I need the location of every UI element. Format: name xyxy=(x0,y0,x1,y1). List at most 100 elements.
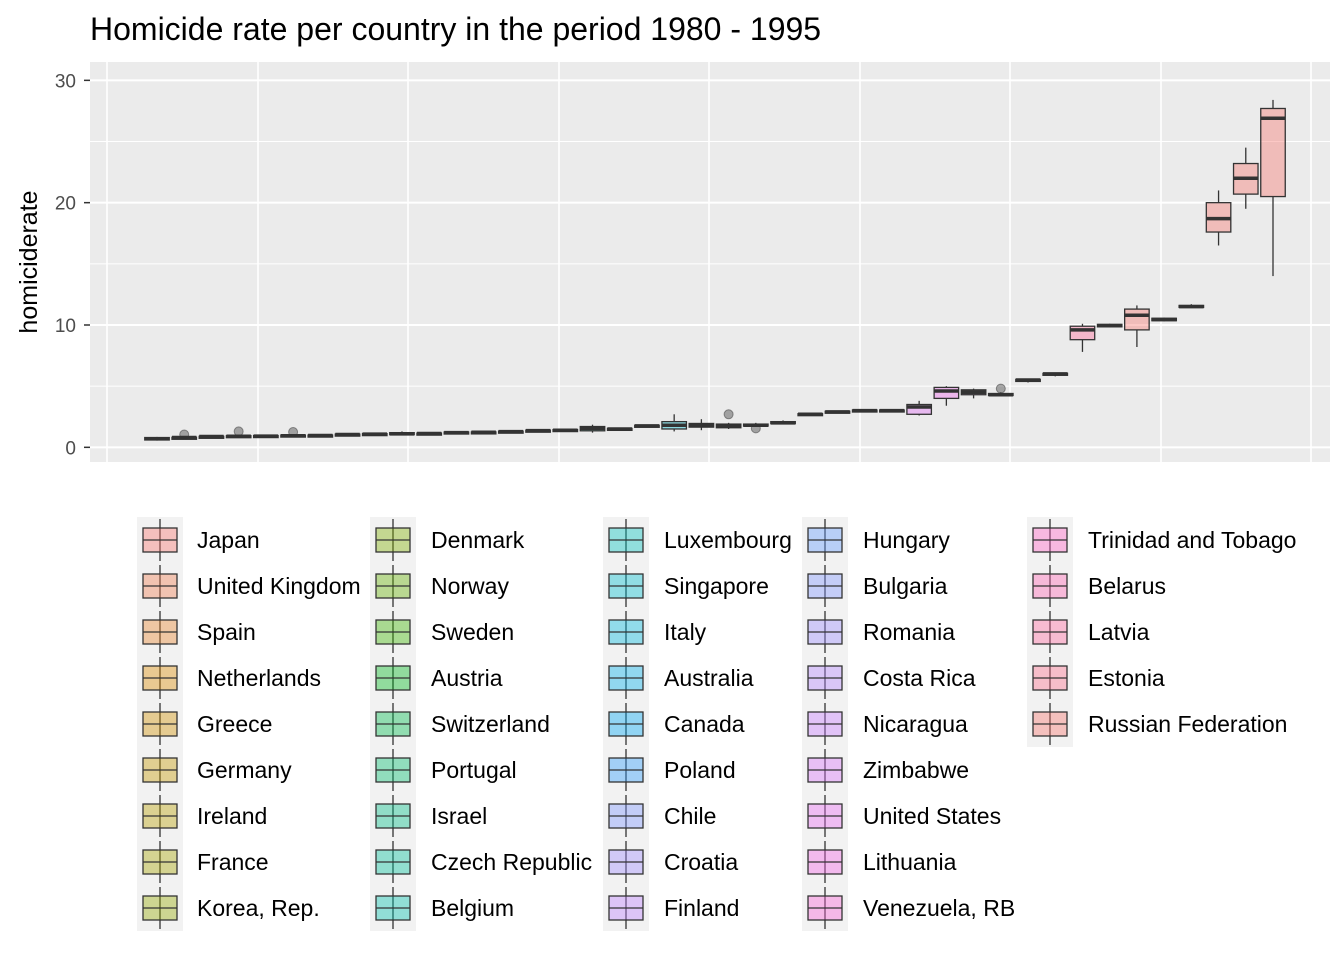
box-outlier xyxy=(288,427,299,438)
legend-label: Israel xyxy=(431,803,487,829)
box-outlier xyxy=(179,429,190,440)
legend-item: Austria xyxy=(370,655,503,701)
legend-label: Belarus xyxy=(1088,573,1166,599)
box-luxembourg xyxy=(634,424,660,428)
legend-label: Ireland xyxy=(197,803,267,829)
legend-item: United States xyxy=(802,793,1001,839)
box-france xyxy=(334,432,361,437)
box-norway xyxy=(416,431,443,436)
y-tick-label: 10 xyxy=(55,316,76,337)
box-russian-federation xyxy=(1232,147,1259,209)
legend-label: Czech Republic xyxy=(431,849,592,875)
legend-label: Zimbabwe xyxy=(863,757,969,783)
box-chile xyxy=(797,412,824,417)
legend-item: Spain xyxy=(137,609,256,655)
legend-item: Czech Republic xyxy=(370,839,592,885)
box-latvia xyxy=(1178,304,1205,309)
legend-item: Switzerland xyxy=(370,701,550,747)
legend-label: Finland xyxy=(664,895,739,921)
legend-item: Zimbabwe xyxy=(802,747,969,793)
legend-item: Lithuania xyxy=(802,839,957,885)
legend-label: Sweden xyxy=(431,619,514,645)
legend-label: Canada xyxy=(664,711,745,737)
box-netherlands xyxy=(225,426,252,439)
legend-label: Nicaragua xyxy=(863,711,968,737)
legend-label: Korea, Rep. xyxy=(197,895,320,921)
legend-label: Netherlands xyxy=(197,665,321,691)
legend-item: Korea, Rep. xyxy=(137,885,320,931)
box-outlier xyxy=(233,426,244,437)
box-zimbabwe xyxy=(1015,378,1041,383)
box-nicaragua xyxy=(987,383,1014,397)
legend-item: Venezuela, RB xyxy=(802,885,1015,931)
legend-item: Belarus xyxy=(1027,563,1166,609)
legend-item: Greece xyxy=(137,701,272,747)
legend-label: United States xyxy=(863,803,1001,829)
legend-item: Bulgaria xyxy=(802,563,948,609)
box-body xyxy=(906,403,933,415)
box-japan xyxy=(144,436,170,441)
box-bulgaria xyxy=(906,400,933,416)
legend-item: Germany xyxy=(137,747,292,793)
legend-label: France xyxy=(197,849,269,875)
legend-item: United Kingdom xyxy=(137,563,361,609)
box-hungary xyxy=(879,408,905,413)
legend-label: Belgium xyxy=(431,895,514,921)
legend-item: Netherlands xyxy=(137,655,321,701)
legend-label: Singapore xyxy=(664,573,769,599)
box-outlier xyxy=(750,423,761,434)
box-body xyxy=(933,386,960,400)
legend-label: Venezuela, RB xyxy=(863,895,1015,921)
legend-label: Hungary xyxy=(863,527,950,553)
legend-item: France xyxy=(137,839,269,885)
box-lithuania xyxy=(1069,323,1096,352)
legend-item: Luxembourg xyxy=(603,517,792,563)
legend-item: Nicaragua xyxy=(802,701,968,747)
legend-item: Finland xyxy=(603,885,739,931)
box-poland xyxy=(770,420,796,425)
box-costa-rica xyxy=(960,388,987,399)
legend-label: Lithuania xyxy=(863,849,957,875)
box-estonia xyxy=(1205,190,1232,246)
legend-item: Romania xyxy=(802,609,955,655)
legend-label: Australia xyxy=(664,665,754,691)
legend-label: Norway xyxy=(431,573,509,599)
box-outlier xyxy=(995,383,1006,394)
box-united-states xyxy=(1042,372,1069,377)
legend-label: Trinidad and Tobago xyxy=(1088,527,1296,553)
box-greece xyxy=(252,434,279,439)
legend-label: Spain xyxy=(197,619,256,645)
legend-label: Italy xyxy=(664,619,707,645)
y-tick-label: 20 xyxy=(55,194,76,215)
legend: Japan United Kingdom Spain Netherlands Greec… xyxy=(137,517,1296,931)
legend-item: Poland xyxy=(603,747,736,793)
box-germany xyxy=(280,427,306,438)
legend-item: Costa Rica xyxy=(802,655,976,701)
legend-item: Sweden xyxy=(370,609,514,655)
legend-item: Russian Federation xyxy=(1027,701,1287,747)
legend-label: Denmark xyxy=(431,527,525,553)
legend-item: Hungary xyxy=(802,517,950,563)
box-united-kingdom xyxy=(171,429,198,440)
box-portugal xyxy=(525,428,551,433)
box-sweden xyxy=(443,430,470,435)
y-axis-title: homiciderate xyxy=(15,190,43,333)
legend-label: Luxembourg xyxy=(664,527,792,553)
box-switzerland xyxy=(497,429,524,434)
box-body xyxy=(1124,308,1150,331)
y-axis: 0 10 20 30 xyxy=(55,71,90,459)
legend-label: Costa Rica xyxy=(863,665,976,691)
legend-item: Chile xyxy=(603,793,716,839)
box-czech-republic xyxy=(579,424,606,433)
box-austria xyxy=(470,430,497,435)
legend-item: Australia xyxy=(603,655,754,701)
legend-label: United Kingdom xyxy=(197,573,361,599)
legend-label: Japan xyxy=(197,527,260,553)
legend-item: Singapore xyxy=(603,563,769,609)
plot-panel xyxy=(90,62,1330,462)
box-unnamed xyxy=(1260,99,1286,277)
box-ireland xyxy=(307,433,334,438)
legend-label: Bulgaria xyxy=(863,573,948,599)
legend-item: Canada xyxy=(603,701,745,747)
